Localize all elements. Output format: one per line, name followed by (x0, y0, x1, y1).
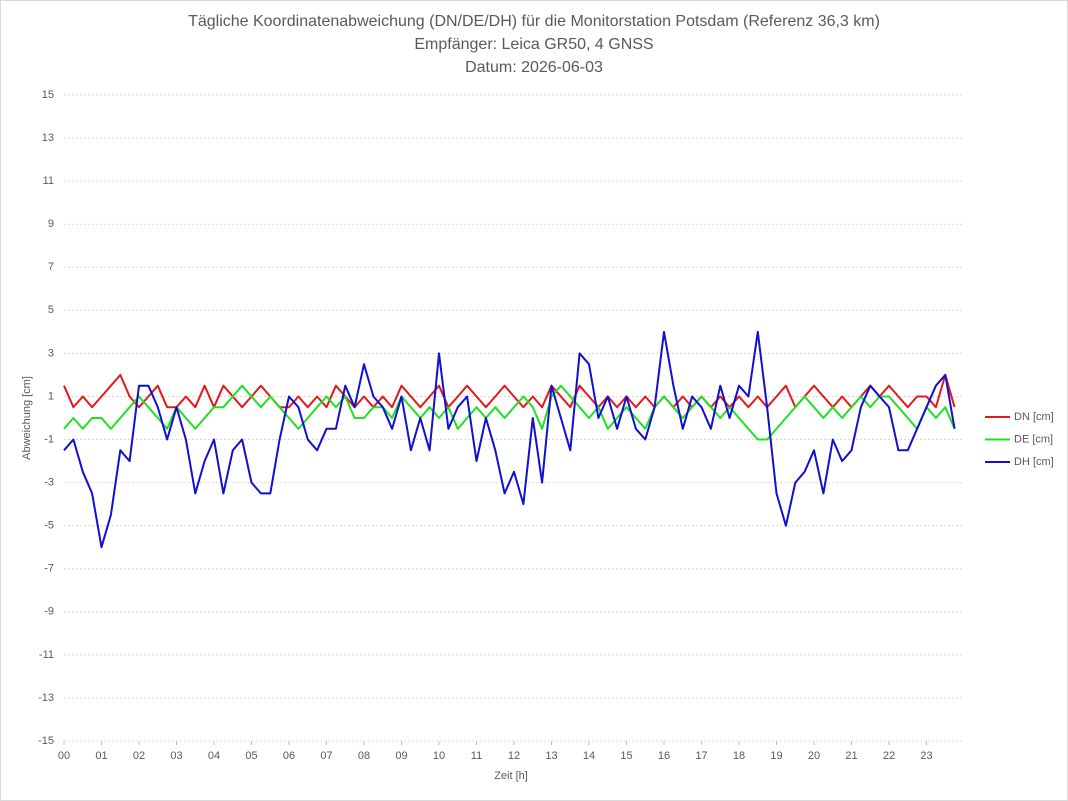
x-tick-label: 08 (358, 750, 370, 762)
y-tick-label: 9 (48, 218, 54, 230)
x-tick-label: 06 (283, 750, 295, 762)
x-tick-label: 01 (95, 750, 107, 762)
series-line (63, 330, 956, 549)
x-tick-label: 22 (883, 750, 895, 762)
legend-label: DE [cm] (1014, 433, 1053, 445)
x-tick-label: 04 (208, 750, 220, 762)
y-tick-label: -1 (44, 433, 54, 445)
x-tick-label: 14 (583, 750, 595, 762)
y-tick-label: -11 (39, 649, 54, 661)
x-tick-label: 21 (845, 750, 857, 762)
x-axis-label: Zeit [h] (494, 770, 528, 782)
y-tick-label: -9 (44, 606, 54, 618)
x-tick-label: 20 (808, 750, 820, 762)
x-tick-label: 16 (658, 750, 670, 762)
x-tick-label: 03 (170, 750, 182, 762)
y-tick-label: -7 (44, 563, 54, 575)
chart-date: Datum: 2026-06-03 (465, 59, 603, 76)
legend-label: DN [cm] (1014, 411, 1054, 423)
x-tick-label: 19 (770, 750, 782, 762)
y-tick-label: -15 (38, 735, 54, 747)
series-line (63, 384, 956, 441)
x-tick-label: 05 (245, 750, 257, 762)
x-tick-label: 11 (471, 750, 482, 762)
y-tick-label: 15 (42, 89, 54, 101)
series-line (63, 373, 956, 409)
y-tick-label: 11 (43, 175, 54, 187)
x-tick-label: 07 (320, 750, 332, 762)
x-tick-label: 09 (395, 750, 407, 762)
x-tick-label: 17 (695, 750, 707, 762)
y-tick-label: -5 (44, 520, 54, 532)
x-tick-label: 10 (433, 750, 445, 762)
x-tick-label: 23 (920, 750, 932, 762)
chart-subtitle: Empfänger: Leica GR50, 4 GNSS (414, 36, 653, 53)
y-tick-label: 7 (48, 261, 54, 273)
chart-title: Tägliche Koordinatenabweichung (DN/DE/DH… (188, 13, 880, 30)
y-tick-label: 3 (48, 347, 54, 359)
x-tick-label: 18 (733, 750, 745, 762)
x-tick-label: 15 (620, 750, 632, 762)
x-tick-label: 02 (133, 750, 145, 762)
legend-label: DH [cm] (1014, 456, 1054, 468)
y-tick-label: -3 (44, 477, 54, 489)
y-tick-label: 13 (42, 132, 54, 144)
y-axis-label: Abweichung [cm] (21, 376, 33, 460)
y-tick-label: -13 (38, 692, 54, 704)
x-tick-label: 12 (508, 750, 520, 762)
y-tick-label: 1 (48, 390, 54, 402)
x-tick-label: 00 (58, 750, 70, 762)
x-tick-label: 13 (545, 750, 557, 762)
y-tick-label: 5 (48, 304, 54, 316)
